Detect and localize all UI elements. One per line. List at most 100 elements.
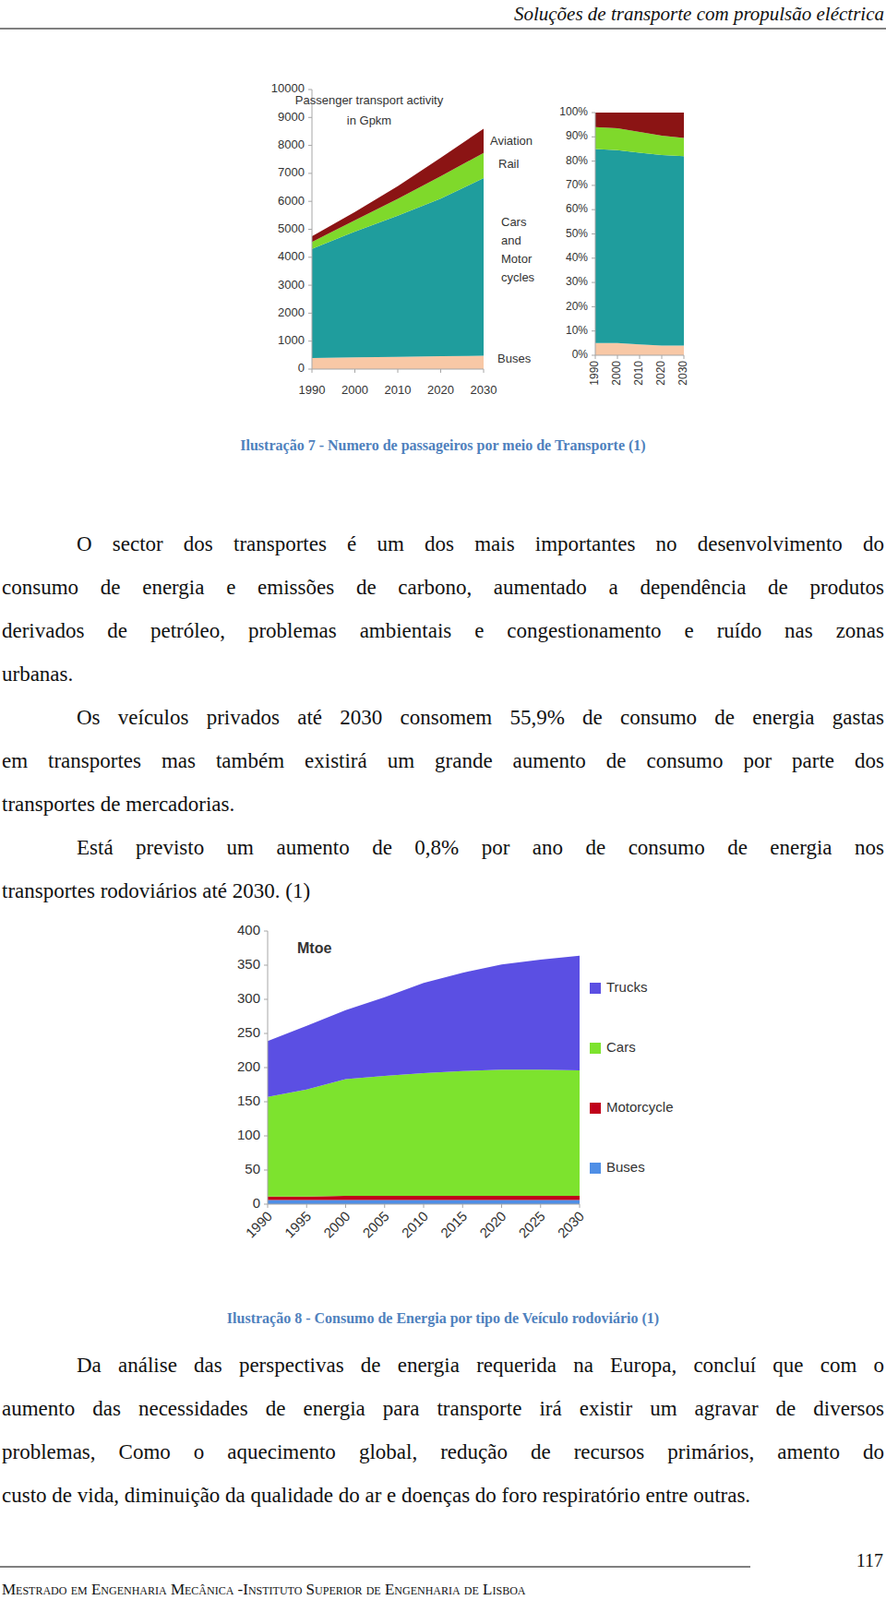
x-tick-label: 2010 bbox=[632, 360, 646, 386]
x-tick-label: 1990 bbox=[587, 360, 601, 386]
x-tick bbox=[501, 1204, 503, 1209]
footer-rule bbox=[0, 1567, 751, 1569]
x-tick-label: 2015 bbox=[437, 1208, 471, 1242]
header-rule bbox=[0, 28, 886, 30]
paragraph-line: Está previsto um aumento de 0,8% por ano… bbox=[1, 826, 885, 870]
area bbox=[267, 1196, 580, 1200]
y-tick bbox=[263, 999, 268, 1001]
area bbox=[267, 1200, 580, 1205]
y-tick bbox=[591, 136, 596, 138]
x-tick bbox=[617, 355, 619, 360]
y-tick bbox=[308, 285, 312, 287]
y-tick bbox=[308, 172, 312, 174]
y-tick-label: 100% bbox=[559, 105, 588, 119]
title-line: Passenger transport activity bbox=[295, 93, 444, 108]
x-tick bbox=[311, 369, 313, 373]
y-tick-label: 6000 bbox=[277, 193, 305, 208]
x-tick-label: 2030 bbox=[554, 1208, 588, 1242]
y-tick bbox=[308, 228, 312, 230]
y-tick bbox=[591, 160, 596, 162]
paragraph-line: O sector dos transportes é um dos mais i… bbox=[1, 522, 885, 566]
y-tick-label: 350 bbox=[237, 956, 261, 972]
x-tick-label: 2010 bbox=[398, 1208, 432, 1242]
chart-title: Passenger transport activity in Gpkm bbox=[295, 93, 444, 128]
y-tick bbox=[591, 282, 596, 284]
paragraph-line: urbanas. bbox=[1, 652, 885, 696]
y-tick-label: 7000 bbox=[277, 165, 305, 180]
header-title: Soluções de transporte com propulsão elé… bbox=[514, 1, 885, 26]
y-tick bbox=[308, 89, 312, 91]
y-tick-label: 80% bbox=[565, 154, 588, 168]
x-tick-label: 2000 bbox=[320, 1208, 354, 1242]
y-tick-label: 40% bbox=[565, 251, 588, 264]
y-tick bbox=[263, 1170, 268, 1172]
legend-swatch bbox=[589, 1102, 601, 1114]
x-tick-label: 2030 bbox=[470, 383, 498, 397]
x-tick bbox=[483, 369, 485, 373]
y-tick bbox=[308, 340, 312, 342]
y-tick-label: 300 bbox=[237, 990, 261, 1006]
legend-swatch bbox=[589, 1162, 601, 1174]
y-tick-label: 200 bbox=[237, 1058, 261, 1075]
y-tick bbox=[308, 117, 312, 119]
y-tick-label: 250 bbox=[237, 1024, 261, 1041]
legend-label: Buses bbox=[606, 1159, 646, 1175]
y-tick-label: 90% bbox=[565, 129, 588, 143]
y-tick-label: 0% bbox=[572, 347, 589, 361]
legend-label: Motorcycle bbox=[606, 1099, 674, 1115]
x-tick bbox=[397, 369, 399, 373]
legend-swatch bbox=[589, 1042, 601, 1054]
x-tick-label: 2010 bbox=[384, 383, 412, 397]
y-tick bbox=[591, 257, 596, 259]
y-tick-label: 50 bbox=[244, 1161, 261, 1177]
x-tick-label: 2020 bbox=[654, 360, 668, 386]
y-tick-label: 60% bbox=[565, 202, 588, 216]
x-tick bbox=[683, 355, 685, 360]
page-number: 117 bbox=[856, 1549, 884, 1572]
legend-line: Cars bbox=[501, 215, 527, 229]
y-tick bbox=[263, 931, 268, 933]
y-tick-label: 150 bbox=[237, 1092, 261, 1109]
x-tick-label: 1995 bbox=[281, 1208, 315, 1242]
x-tick bbox=[345, 1204, 347, 1209]
legend-label: Buses bbox=[497, 351, 532, 366]
y-tick bbox=[591, 355, 596, 357]
chart-title: Mtoe bbox=[297, 940, 332, 957]
x-tick bbox=[383, 1204, 385, 1209]
caption: Ilustração 8 - Consumo de Energia por ti… bbox=[0, 1307, 886, 1330]
paragraph-line: transportes de mercadorias. bbox=[1, 782, 885, 827]
y-tick-label: 9000 bbox=[277, 109, 305, 124]
x-tick bbox=[423, 1204, 425, 1209]
x-tick-label: 1990 bbox=[299, 383, 326, 397]
paragraph-line: aumento das necessidades de energia para… bbox=[1, 1387, 885, 1431]
y-tick-label: 20% bbox=[565, 299, 588, 313]
area bbox=[595, 148, 684, 346]
y-tick bbox=[263, 1033, 268, 1035]
title-line: in Gpkm bbox=[347, 113, 392, 128]
y-tick bbox=[308, 201, 312, 203]
x-tick-label: 2020 bbox=[427, 383, 455, 397]
y-tick-label: 1000 bbox=[277, 333, 305, 348]
paragraph-line: custo de vida, diminuição da qualidade d… bbox=[1, 1473, 885, 1518]
y-tick bbox=[591, 233, 596, 235]
x-tick bbox=[539, 1204, 541, 1209]
x-tick bbox=[595, 355, 597, 360]
y-tick bbox=[591, 306, 596, 308]
y-tick bbox=[591, 209, 596, 211]
paragraph-line: Os veículos privados até 2030 consomem 5… bbox=[1, 695, 885, 740]
x-tick-label: 2020 bbox=[476, 1208, 510, 1242]
legend-line: cycles bbox=[501, 270, 536, 285]
y-tick-label: 3000 bbox=[277, 277, 305, 292]
x-tick-label: 2025 bbox=[514, 1208, 549, 1242]
legend-label: Rail bbox=[498, 156, 520, 171]
legend-line: Rail bbox=[498, 156, 520, 171]
chart: 0501001502002503003504001990199520002005… bbox=[237, 921, 674, 1242]
area bbox=[311, 128, 484, 242]
areas bbox=[595, 112, 684, 356]
x-tick bbox=[661, 355, 663, 360]
area bbox=[311, 153, 484, 250]
footer-text: Mestrado em Engenharia Mecânica -Institu… bbox=[1, 1580, 527, 1600]
y-tick bbox=[263, 1204, 268, 1206]
legend-line: Aviation bbox=[490, 133, 533, 148]
y-tick-label: 4000 bbox=[277, 249, 305, 264]
